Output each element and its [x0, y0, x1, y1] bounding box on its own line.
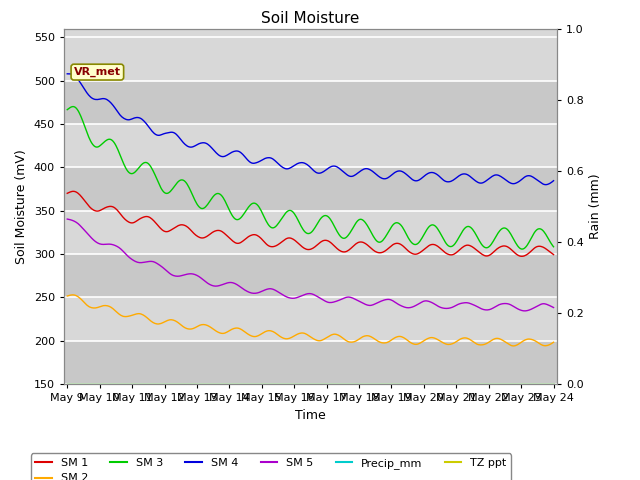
Bar: [64, 298, 557, 341]
Bar: [64, 168, 557, 211]
Bar: [64, 254, 557, 298]
Y-axis label: Rain (mm): Rain (mm): [589, 174, 602, 239]
Bar: [64, 124, 557, 168]
Bar: [64, 211, 557, 254]
Bar: [64, 341, 557, 384]
Text: VR_met: VR_met: [74, 67, 121, 77]
X-axis label: Time: Time: [295, 408, 326, 421]
Y-axis label: Soil Moisture (mV): Soil Moisture (mV): [15, 149, 28, 264]
Title: Soil Moisture: Soil Moisture: [261, 11, 360, 26]
Bar: [64, 81, 557, 124]
Bar: [64, 37, 557, 81]
Legend: SM 1, SM 2, SM 3, SM 4, SM 5, Precip_mm, TZ ppt: SM 1, SM 2, SM 3, SM 4, SM 5, Precip_mm,…: [31, 454, 511, 480]
